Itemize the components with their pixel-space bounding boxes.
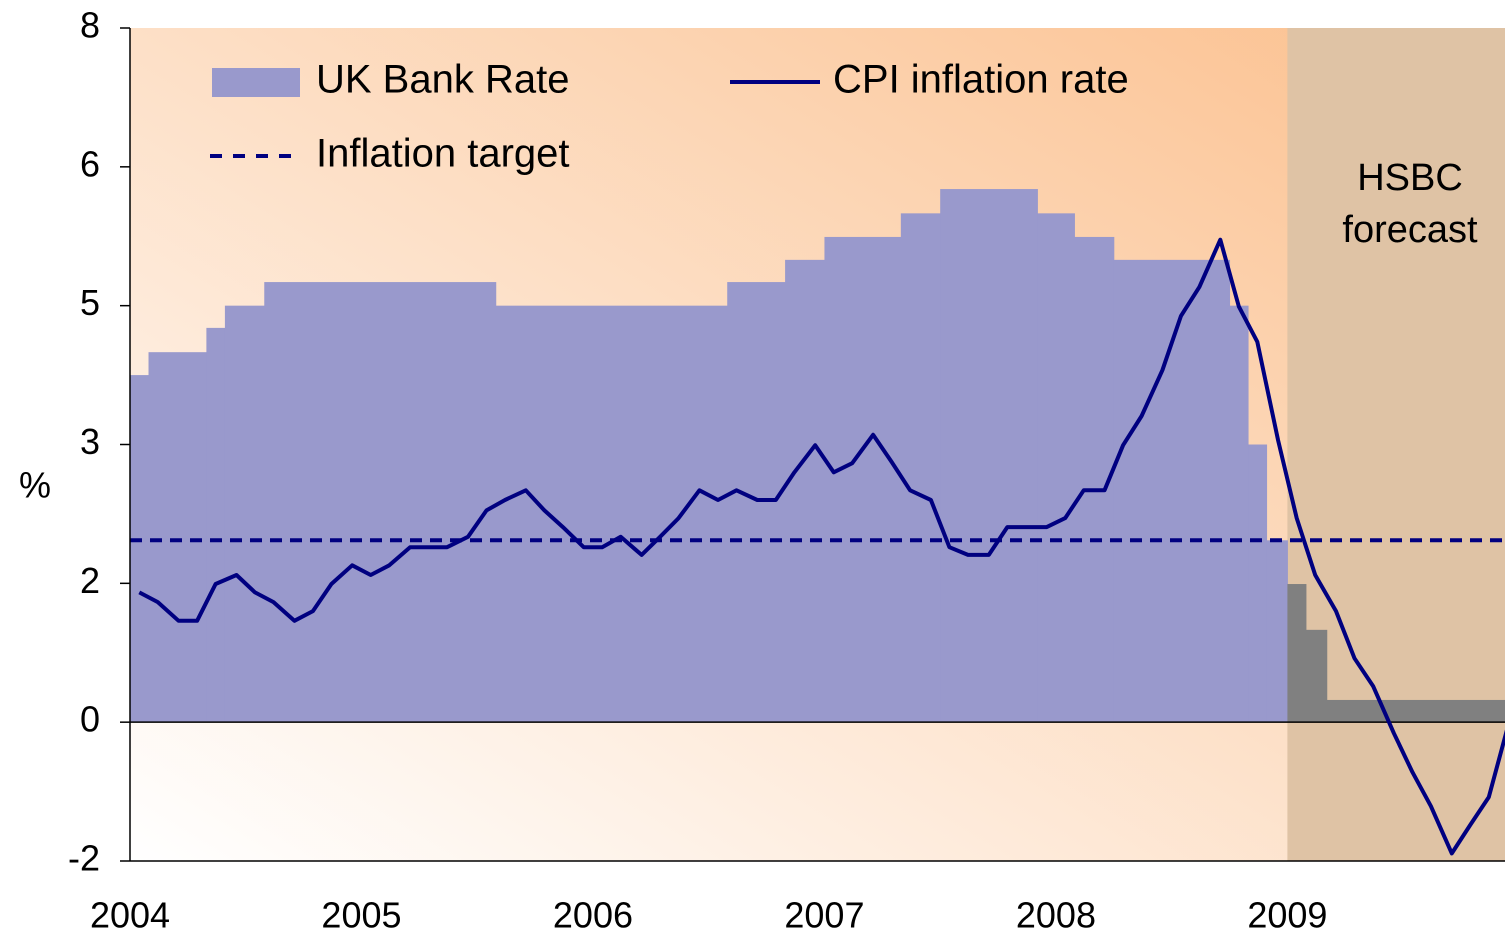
cpi-line bbox=[138, 237, 1505, 856]
y-tick-label: 3 bbox=[80, 421, 100, 462]
bank-rate-step bbox=[148, 352, 207, 723]
bank-rate-step bbox=[727, 282, 786, 723]
y-tick-label: 0 bbox=[80, 699, 100, 740]
bank-rate-step bbox=[824, 236, 902, 723]
legend-label: Inflation target bbox=[316, 132, 570, 176]
bank-rate-step bbox=[900, 213, 941, 723]
y-axis-label: % bbox=[19, 465, 51, 506]
annotation: forecast bbox=[1342, 209, 1478, 251]
bank-rate-step bbox=[224, 305, 265, 723]
annotation: HSBC bbox=[1357, 157, 1463, 199]
y-tick-label: 8 bbox=[80, 5, 100, 46]
bank-rate-step bbox=[130, 375, 150, 723]
y-tick-label: 2 bbox=[80, 560, 100, 601]
bank-rate-step bbox=[1305, 629, 1328, 723]
bank-rate-step bbox=[495, 305, 728, 723]
bank-rate-step bbox=[206, 327, 226, 723]
x-tick-label: 2006 bbox=[553, 895, 633, 936]
x-tick-label: 2009 bbox=[1247, 895, 1327, 936]
x-tick-label: 2007 bbox=[784, 895, 864, 936]
y-tick-label: -2 bbox=[68, 838, 100, 879]
x-tick-label: 2005 bbox=[321, 895, 401, 936]
bank-rate-step bbox=[1248, 444, 1268, 723]
bank-rate-step bbox=[1037, 213, 1075, 723]
x-tick-label: 2008 bbox=[1016, 895, 1096, 936]
bank-rate-step bbox=[785, 259, 825, 723]
bank-rate-step bbox=[1113, 259, 1231, 723]
bank-rate-step bbox=[940, 189, 1038, 723]
legend-label: UK Bank Rate bbox=[316, 58, 569, 102]
y-tick-label: 5 bbox=[80, 282, 100, 323]
bank-rate-step bbox=[1287, 584, 1307, 723]
x-tick-label: 2004 bbox=[90, 895, 170, 936]
bank-rate-step bbox=[1266, 540, 1288, 723]
bank-rate-step bbox=[264, 282, 497, 723]
legend-swatch-bank-rate bbox=[212, 68, 300, 97]
bank-rate-step bbox=[1229, 305, 1249, 723]
bank-rate-step bbox=[1326, 699, 1505, 723]
legend-label: CPI inflation rate bbox=[833, 58, 1129, 102]
y-tick-label: 6 bbox=[80, 143, 100, 184]
